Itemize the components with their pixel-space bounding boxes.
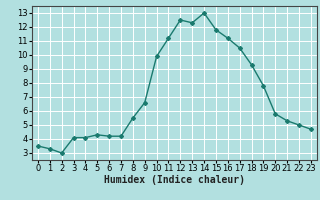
X-axis label: Humidex (Indice chaleur): Humidex (Indice chaleur) <box>104 175 245 185</box>
